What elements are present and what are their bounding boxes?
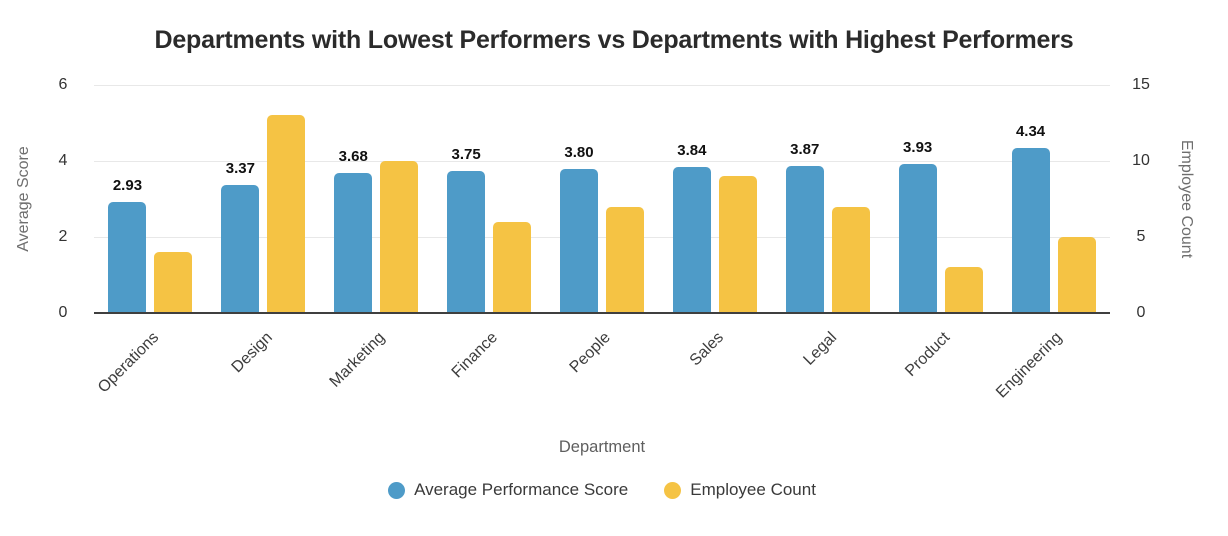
legend: Average Performance Score Employee Count bbox=[94, 480, 1110, 500]
bar-value-label: 3.84 bbox=[677, 142, 707, 160]
bar-count-legal bbox=[831, 206, 870, 313]
bar-value-label: 2.93 bbox=[112, 176, 143, 194]
bar-value-label: 4.34 bbox=[1015, 123, 1046, 141]
bar-count-design bbox=[267, 115, 306, 313]
chart-title: Departments with Lowest Performers vs De… bbox=[154, 26, 1074, 54]
x-tick-label-text: Design bbox=[228, 329, 276, 377]
y-tick-label-left: 4 bbox=[58, 152, 68, 169]
y-tick-label-left: 2 bbox=[58, 228, 68, 245]
bar-value-label: 3.68 bbox=[338, 148, 368, 166]
x-tick-label-text: People bbox=[566, 329, 615, 377]
bar-score-design bbox=[221, 184, 260, 313]
x-axis-line bbox=[94, 312, 1110, 314]
bar-count-product bbox=[944, 267, 983, 313]
y-tick-label-right: 10 bbox=[1132, 152, 1150, 169]
right-axis-title-text: Employee Count bbox=[1178, 139, 1196, 259]
bar-score-sales bbox=[672, 167, 711, 313]
bar-value-label: 3.93 bbox=[903, 138, 933, 156]
bar-score-legal bbox=[785, 165, 824, 313]
legend-label: Average Performance Score bbox=[414, 480, 629, 499]
legend-dot-icon bbox=[664, 481, 682, 499]
y-tick-label-left: 6 bbox=[58, 76, 68, 93]
right-axis-title: Employee Count bbox=[1164, 85, 1208, 313]
x-tick-label-text: Operations bbox=[95, 329, 163, 397]
gridline bbox=[94, 85, 1110, 86]
bar-score-marketing bbox=[334, 173, 373, 313]
x-tick-label-text: Legal bbox=[800, 329, 840, 369]
y-tick-label-left: 0 bbox=[58, 304, 68, 321]
bar-count-engineering bbox=[1057, 237, 1096, 313]
x-axis-title: Department bbox=[558, 438, 646, 456]
legend-item-employee-count[interactable]: Employee Count bbox=[664, 480, 816, 500]
bar-score-engineering bbox=[1011, 148, 1050, 313]
x-tick-label-text: Sales bbox=[686, 329, 727, 370]
bar-value-label: 3.80 bbox=[564, 143, 594, 161]
gridline bbox=[94, 161, 1110, 162]
bar-value-label: 3.75 bbox=[451, 145, 481, 163]
y-tick-label-right: 15 bbox=[1132, 76, 1150, 93]
x-tick-label-text: Marketing bbox=[326, 329, 389, 391]
y-tick-label-right: 5 bbox=[1136, 228, 1146, 245]
bar-score-people bbox=[560, 168, 598, 313]
bar-count-sales bbox=[718, 176, 757, 313]
legend-item-average-performance-score[interactable]: Average Performance Score bbox=[388, 480, 628, 500]
x-tick-label-text: Finance bbox=[448, 329, 502, 382]
bar-score-finance bbox=[447, 170, 486, 313]
bar-count-marketing bbox=[380, 161, 419, 313]
bar-count-finance bbox=[493, 221, 532, 313]
gridline bbox=[94, 237, 1110, 238]
legend-dot-icon bbox=[388, 481, 406, 499]
bar-value-label: 3.87 bbox=[790, 140, 820, 158]
x-tick-label-text: Engineering bbox=[993, 329, 1066, 402]
bar-count-people bbox=[606, 206, 644, 313]
y-tick-label-right: 0 bbox=[1136, 304, 1146, 321]
left-axis-title: Average Score bbox=[6, 85, 42, 313]
bar-score-operations bbox=[108, 201, 147, 313]
x-tick-label-text: Product bbox=[901, 329, 953, 381]
bar-value-label: 3.37 bbox=[225, 159, 255, 177]
legend-label: Employee Count bbox=[690, 480, 816, 499]
bar-score-product bbox=[898, 163, 937, 313]
left-axis-title-text: Average Score bbox=[15, 146, 33, 252]
bar-count-operations bbox=[154, 252, 193, 313]
